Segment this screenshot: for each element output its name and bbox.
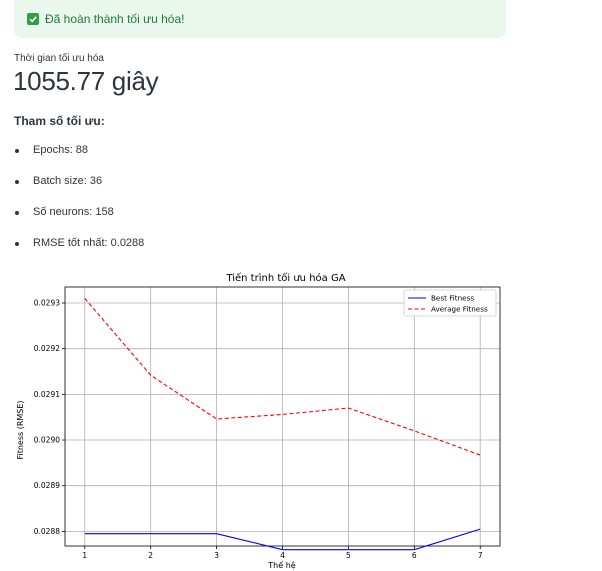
x-tick-label: 3 — [214, 551, 219, 560]
chart-title: Tiến trình tối ưu hóa GA — [225, 272, 345, 284]
series-line-average-fitness — [84, 298, 481, 456]
y-tick-label: 0.0292 — [34, 344, 60, 353]
y-tick-label: 0.0288 — [34, 527, 60, 536]
x-tick-label: 1 — [82, 551, 87, 560]
legend-label: Best Fitness — [431, 294, 474, 303]
x-tick-label: 6 — [412, 551, 417, 560]
list-item: RMSE tốt nhất: 0.0288 — [14, 237, 144, 268]
params-title: Tham số tối ưu: — [14, 114, 105, 128]
metric-value: 1055.77 giây — [13, 66, 159, 96]
success-message: Đã hoàn thành tối ưu hóa! — [45, 12, 185, 26]
chart-svg: Tiến trình tối ưu hóa GA Thế hệ Fitness … — [16, 272, 501, 570]
x-tick-label: 4 — [280, 551, 285, 560]
legend-label: Average Fitness — [431, 305, 488, 314]
param-batch-size: Batch size: 36 — [33, 175, 103, 187]
x-tick-label: 7 — [478, 551, 483, 560]
check-square-icon — [27, 13, 39, 25]
plot-frame — [64, 286, 501, 547]
param-epochs: Epochs: 88 — [33, 144, 89, 156]
bullet-icon — [15, 180, 19, 184]
legend-box — [403, 289, 497, 317]
bullet-icon — [15, 149, 19, 153]
list-item: Batch size: 36 — [14, 175, 144, 206]
bullet-icon — [15, 211, 19, 215]
success-alert: Đã hoàn thành tối ưu hóa! — [14, 0, 506, 38]
y-axis-label: Fitness (RMSE) — [16, 400, 25, 459]
x-tick-label: 5 — [346, 551, 351, 560]
y-tick-label: 0.0290 — [34, 436, 60, 445]
param-best-rmse: RMSE tốt nhất: 0.0288 — [33, 237, 145, 249]
y-tick-label: 0.0293 — [34, 298, 60, 307]
param-neurons: Số neurons: 158 — [33, 206, 114, 218]
ga-progress-chart: Tiến trình tối ưu hóa GA Thế hệ Fitness … — [14, 267, 508, 571]
x-axis-label: Thế hệ — [267, 560, 295, 570]
series-line-best-fitness — [84, 528, 481, 551]
x-tick-label: 2 — [148, 551, 153, 560]
y-tick-label: 0.0289 — [34, 481, 60, 490]
param-list: Epochs: 88 Batch size: 36 Số neurons: 15… — [14, 144, 144, 268]
list-item: Số neurons: 158 — [14, 206, 144, 237]
bullet-icon — [15, 242, 19, 246]
metric-label: Thời gian tối ưu hóa — [14, 53, 104, 64]
y-tick-label: 0.0291 — [34, 390, 60, 399]
list-item: Epochs: 88 — [14, 144, 144, 175]
